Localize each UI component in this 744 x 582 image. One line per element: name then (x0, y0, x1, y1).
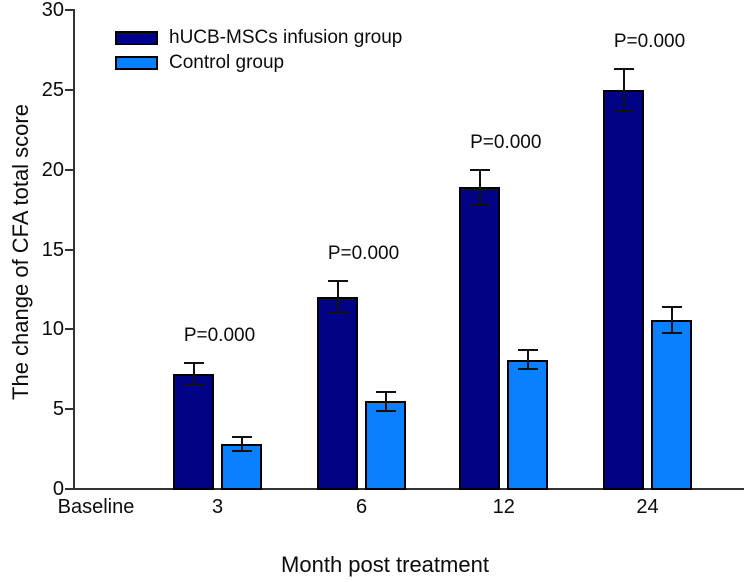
legend-item-hucb-mscs: hUCB-MSCs infusion group (115, 27, 403, 48)
y-tick-mark (65, 9, 73, 11)
error-bar-line (240, 437, 243, 452)
error-bar-cap-bottom (469, 203, 490, 206)
y-tick-mark (65, 168, 73, 171)
bar-hucb-mscs-6 (317, 297, 358, 490)
error-bar-line (336, 281, 339, 314)
y-axis-line (73, 9, 75, 490)
legend-label-hucb-mscs: hUCB-MSCs infusion group (169, 27, 403, 48)
bar-hucb-mscs-3 (173, 374, 214, 490)
bar-control-6 (365, 401, 406, 490)
legend-swatch-control (115, 56, 158, 70)
y-tick-mark (65, 328, 73, 331)
error-bar-cap-bottom (613, 109, 634, 112)
bar-hucb-mscs-24 (603, 89, 644, 490)
y-tick-label: 0 (52, 478, 64, 500)
error-bar-cap-top (327, 280, 348, 283)
error-bar-cap-top (375, 390, 396, 393)
error-bar-line (670, 306, 673, 333)
x-axis-title: Month post treatment (281, 552, 489, 577)
legend-label-control: Control group (169, 52, 285, 73)
error-bar-cap-bottom (661, 331, 682, 334)
error-bar-line (622, 69, 625, 111)
error-bar-cap-top (661, 305, 682, 308)
x-tick-label: 6 (355, 496, 368, 518)
x-axis-line (73, 488, 744, 490)
error-bar-cap-bottom (231, 450, 252, 453)
y-tick-mark (65, 408, 73, 411)
legend-item-control: Control group (115, 52, 402, 73)
error-bar-cap-bottom (375, 409, 396, 412)
error-bar-line (192, 362, 195, 386)
y-tick-label: 10 (41, 318, 64, 341)
y-tick-label: 15 (41, 238, 64, 261)
x-tick-label: Baseline (57, 496, 135, 518)
y-tick-label: 20 (41, 158, 64, 181)
y-tick-mark (65, 248, 73, 251)
error-bar-cap-bottom (517, 368, 538, 371)
p-value-label-24: P=0.000 (613, 31, 686, 53)
y-tick-mark (65, 488, 73, 490)
error-bar-line (526, 350, 529, 370)
x-tick-label: 24 (636, 496, 659, 518)
error-bar-cap-top (517, 349, 538, 352)
y-tick-mark (65, 88, 73, 91)
x-tick-label: 3 (211, 496, 224, 518)
y-tick-label: 25 (41, 78, 64, 101)
p-value-label-3: P=0.000 (183, 324, 256, 346)
p-value-label-6: P=0.000 (327, 243, 400, 265)
bar-control-12 (507, 359, 549, 490)
x-tick-label: 12 (492, 496, 515, 518)
y-tick-label: 30 (41, 0, 64, 21)
error-bar-cap-top (231, 436, 252, 439)
legend-swatch-hucb-mscs (115, 31, 158, 45)
bar-control-24 (651, 319, 692, 490)
bar-hucb-mscs-12 (459, 187, 501, 490)
error-bar-cap-top (613, 68, 634, 71)
error-bar-cap-bottom (327, 312, 348, 315)
error-bar-cap-top (183, 361, 204, 364)
y-tick-label: 5 (52, 398, 64, 421)
error-bar-line (478, 169, 481, 205)
legend: hUCB-MSCs infusion group Control group (115, 27, 403, 81)
p-value-label-12: P=0.000 (470, 131, 542, 153)
error-bar-line (384, 391, 387, 411)
error-bar-cap-bottom (183, 384, 204, 387)
error-bar-cap-top (469, 168, 490, 171)
